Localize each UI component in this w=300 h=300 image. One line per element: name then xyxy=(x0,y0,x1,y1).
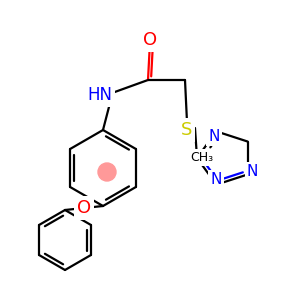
Text: O: O xyxy=(143,31,157,49)
Text: O: O xyxy=(77,199,91,217)
Text: N: N xyxy=(209,129,220,144)
Text: N: N xyxy=(247,164,258,179)
Text: S: S xyxy=(181,121,193,139)
Circle shape xyxy=(98,163,116,181)
Text: N: N xyxy=(211,172,222,187)
Text: CH₃: CH₃ xyxy=(190,151,213,164)
Text: HN: HN xyxy=(88,86,112,104)
